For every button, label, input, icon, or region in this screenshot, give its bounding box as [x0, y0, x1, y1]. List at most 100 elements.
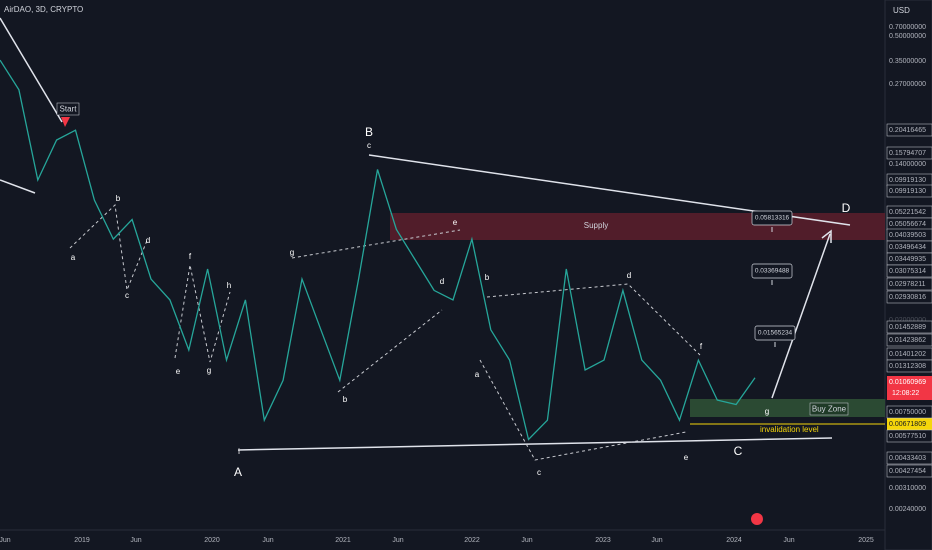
- wave-line: [291, 229, 461, 259]
- price-label: 0.50000000: [889, 33, 926, 40]
- trend-line: [0, 179, 36, 194]
- time-label: Jun: [392, 537, 403, 544]
- price-tag: [886, 429, 932, 443]
- invalidation-price-box: [887, 418, 932, 430]
- price-label: 0.02000000: [889, 317, 926, 324]
- price-tag: [886, 405, 932, 419]
- time-label: Jun: [651, 537, 662, 544]
- wave-label: g: [290, 248, 294, 257]
- price-tag: [886, 184, 932, 198]
- price-label: 0.02978211: [889, 281, 926, 288]
- price-label: 0.01401202: [889, 351, 926, 358]
- price-label: 0.15794707: [889, 150, 926, 157]
- wave-label: A: [234, 465, 242, 479]
- trend-line: [0, 17, 63, 123]
- price-label: 0.02930816: [889, 294, 926, 301]
- wave-label: D: [842, 201, 851, 215]
- price-tag: [886, 359, 932, 373]
- price-label: 0.01312308: [889, 363, 926, 370]
- wave-label: a: [475, 370, 480, 379]
- wave-label: g: [765, 407, 769, 416]
- last-price-box: [887, 376, 932, 400]
- price-label: 0.00433403: [889, 455, 926, 462]
- time-label: 2022: [464, 537, 480, 544]
- time-label: Jun: [130, 537, 141, 544]
- time-label: 2024: [726, 537, 742, 544]
- wave-label: f: [189, 252, 192, 261]
- wave-label: b: [485, 273, 490, 282]
- arrow-head: [821, 229, 832, 243]
- price-line: [0, 59, 756, 441]
- price-label: 0.70000000: [889, 24, 926, 31]
- wave-label: h: [227, 281, 231, 290]
- wave-label: i: [238, 447, 240, 456]
- target-arrow: [771, 233, 831, 399]
- buy-zone: [690, 399, 885, 417]
- wave-label: e: [684, 453, 689, 462]
- target-label: 0.01565234: [758, 330, 793, 337]
- wave-line: [479, 359, 687, 461]
- buy-zone-box: [809, 402, 849, 416]
- price-label: 0.00240000: [889, 506, 926, 513]
- price-tag: [886, 333, 932, 347]
- price-label: 0.03496434: [889, 244, 926, 251]
- time-label: Jun: [262, 537, 273, 544]
- wave-label: e: [453, 218, 458, 227]
- price-label: 0.05221542: [889, 209, 926, 216]
- price-label: 0.01423862: [889, 337, 926, 344]
- price-label: 0.01060969: [889, 379, 926, 386]
- price-label: 0.00427454: [889, 468, 926, 475]
- price-label: 0.00671809: [889, 421, 926, 428]
- price-label: 0.03075314: [889, 268, 926, 275]
- time-label: 2023: [595, 537, 611, 544]
- target-label: 0.05813316: [755, 215, 790, 222]
- wave-label: d: [440, 277, 444, 286]
- price-label: 0.27000000: [889, 81, 926, 88]
- price-tag: [886, 146, 932, 160]
- wave-label: f: [700, 342, 703, 351]
- wave-label: g: [207, 366, 211, 375]
- wave-label: c: [367, 141, 371, 150]
- target-box: [751, 210, 793, 226]
- time-label: Jun: [521, 537, 532, 544]
- price-label: 0.14000000: [889, 161, 926, 168]
- wave-label: B: [365, 125, 373, 139]
- time-label: Jun: [0, 537, 11, 544]
- start-label: Start: [60, 105, 78, 114]
- wave-label: d: [627, 271, 631, 280]
- wave-label: a: [71, 253, 76, 262]
- wave-line: [69, 203, 149, 292]
- price-label: 0.01452889: [889, 324, 926, 331]
- price-label: 0.03449935: [889, 256, 926, 263]
- price-tag: [886, 290, 932, 304]
- wave-label: e: [176, 367, 181, 376]
- price-label: 0.00750000: [889, 409, 926, 416]
- start-marker: [61, 117, 70, 127]
- price-label: 0.09919130: [889, 177, 926, 184]
- price-label: 0.35000000: [889, 58, 926, 65]
- triangle-bottom: [237, 437, 833, 451]
- supply-zone: [390, 213, 885, 240]
- currency: USD: [893, 6, 910, 15]
- price-label: 0.05056674: [889, 221, 926, 228]
- target-box: [754, 325, 796, 341]
- wave-label: d: [146, 236, 150, 245]
- price-label: 0.04039503: [889, 232, 926, 239]
- price-tag: [886, 464, 932, 478]
- supply-label: Supply: [584, 221, 608, 230]
- price-label: 0.00577510: [889, 433, 926, 440]
- countdown: 12:08:22: [892, 390, 919, 397]
- price-tag: [886, 320, 932, 334]
- price-tag: [886, 123, 932, 137]
- wave-label: b: [116, 194, 121, 203]
- price-label: 0.00310000: [889, 485, 926, 492]
- price-label: 0.09919130: [889, 188, 926, 195]
- target-label: 0.03369488: [755, 268, 790, 275]
- time-label: 2021: [335, 537, 351, 544]
- price-tag: [886, 264, 932, 278]
- target-box: [751, 263, 793, 279]
- time-label: 2019: [74, 537, 90, 544]
- price-tag: [886, 451, 932, 465]
- wave-label: c: [537, 468, 541, 477]
